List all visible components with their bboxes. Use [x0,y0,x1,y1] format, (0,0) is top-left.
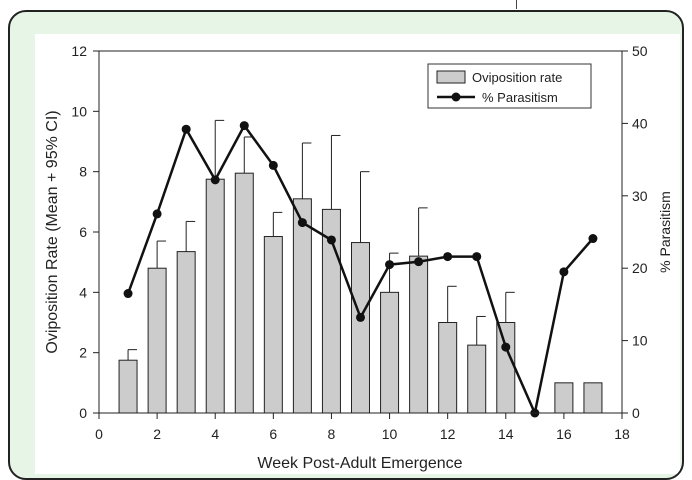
bar-week-2 [147,267,167,414]
bar-week-16 [554,382,574,414]
y-right-tick-label-30: 30 [632,188,648,204]
parasitism-point-week-1 [123,289,133,299]
y-right-tick-label-50: 50 [632,43,648,59]
x-tick-label-2: 2 [153,426,161,442]
y-right-tick-label-20: 20 [632,260,648,276]
parasitism-point-week-9 [356,312,365,322]
parasitism-point-week-10 [385,260,395,270]
y-left-tick-label-2: 2 [79,345,87,361]
legend-label-oviposition: Oviposition rate [472,70,562,85]
bar-week-11 [409,255,429,414]
parasitism-point-week-2 [152,209,162,219]
legend-swatch-oviposition [436,70,466,84]
bars-layer [118,172,603,414]
bar-week-9 [351,242,370,414]
legend: Oviposition rate % Parasitism [427,63,592,109]
parasitism-point-week-16 [559,267,569,277]
parasitism-point-week-17 [588,234,598,244]
parasitism-point-week-7 [297,218,307,228]
x-tick-label-6: 6 [269,426,277,442]
parasitism-point-week-8 [326,235,336,245]
bar-week-4 [205,178,225,414]
legend-label-parasitism: % Parasitism [482,90,558,105]
parasitism-point-week-6 [268,160,278,170]
y-left-tick-label-10: 10 [71,103,87,119]
x-tick-label-18: 18 [614,426,630,442]
x-tick-label-8: 8 [328,426,336,442]
legend-marker-parasitism [451,92,461,102]
y-axis-left-label: Oviposition Rate (Mean + 95% CI) [44,110,61,353]
bar-week-3 [176,251,196,414]
x-tick-label-0: 0 [95,426,103,442]
parasitism-point-week-3 [181,124,191,134]
y-axis-right-label: % Parasitism [657,191,673,273]
bar-week-10 [380,291,400,414]
x-tick-label-16: 16 [556,426,572,442]
parasitism-point-week-13 [472,252,482,262]
parasitism-line-layer [123,121,598,418]
parasitism-point-week-4 [210,175,220,185]
bar-week-13 [467,344,487,414]
x-tick-label-12: 12 [440,426,456,442]
x-axis-label: Week Post-Adult Emergence [257,455,462,472]
x-tick-label-14: 14 [498,426,514,442]
axes-layer [93,50,628,419]
parasitism-point-week-12 [443,252,453,262]
x-tick-label-10: 10 [382,426,398,442]
y-right-tick-label-40: 40 [632,115,648,131]
parasitism-point-week-11 [414,257,424,267]
y-left-tick-label-6: 6 [79,224,87,240]
x-tick-label-4: 4 [211,426,219,442]
bar-week-5 [234,172,254,414]
y-right-tick-label-10: 10 [632,333,648,349]
bar-week-1 [118,359,138,414]
bar-week-14 [496,322,516,414]
bar-week-6 [263,236,283,414]
parasitism-point-week-14 [501,342,511,352]
y-right-tick-label-0: 0 [632,405,640,421]
bar-week-17 [583,382,603,414]
y-left-tick-label-8: 8 [79,164,87,180]
y-left-tick-label-0: 0 [79,405,87,421]
parasitism-point-week-5 [239,121,249,131]
bar-week-12 [438,322,458,414]
y-left-tick-label-4: 4 [79,284,87,300]
bar-week-7 [292,198,312,414]
y-left-tick-label-12: 12 [71,43,87,59]
top-edge-tick [516,0,517,9]
error-bars-layer [127,119,515,361]
